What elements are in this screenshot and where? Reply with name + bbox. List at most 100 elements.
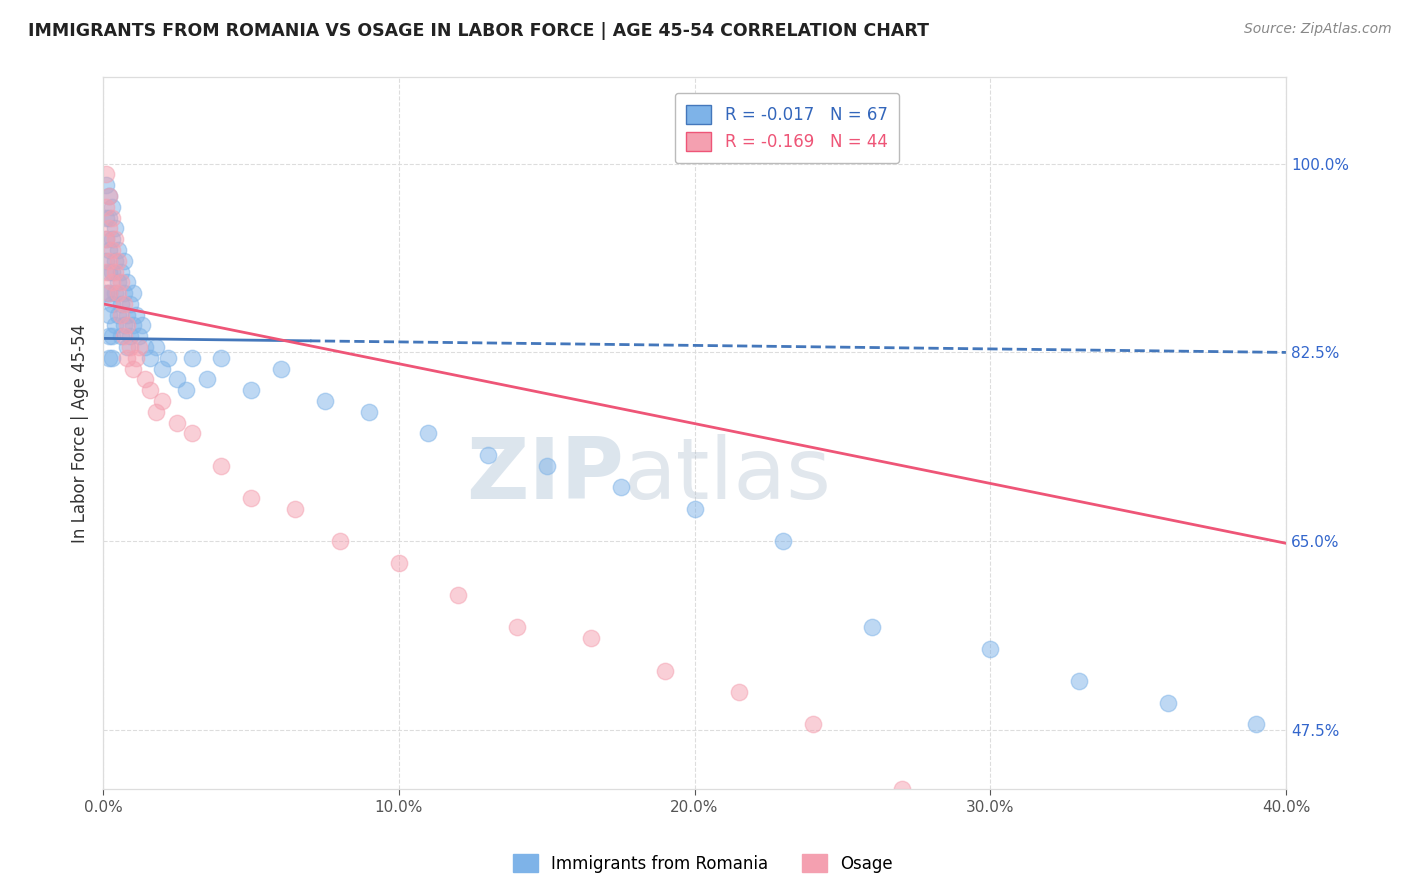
Point	[110, 308, 132, 322]
Point	[145, 405, 167, 419]
Point	[94, 286, 117, 301]
Point	[101, 232, 124, 246]
Point	[98, 329, 121, 343]
Point	[98, 308, 121, 322]
Point	[118, 340, 141, 354]
Point	[112, 253, 135, 268]
Point	[890, 782, 912, 797]
Point	[180, 351, 202, 365]
Point	[104, 286, 127, 301]
Point	[174, 383, 197, 397]
Point	[110, 264, 132, 278]
Point	[128, 329, 150, 343]
Point	[209, 351, 232, 365]
Text: IMMIGRANTS FROM ROMANIA VS OSAGE IN LABOR FORCE | AGE 45-54 CORRELATION CHART: IMMIGRANTS FROM ROMANIA VS OSAGE IN LABO…	[28, 22, 929, 40]
Point	[477, 448, 499, 462]
Point	[107, 243, 129, 257]
Point	[115, 340, 138, 354]
Point	[134, 372, 156, 386]
Point	[98, 286, 121, 301]
Point	[107, 276, 129, 290]
Point	[98, 189, 121, 203]
Point	[101, 276, 124, 290]
Point	[270, 361, 292, 376]
Point	[150, 361, 173, 376]
Point	[1067, 674, 1090, 689]
Point	[801, 717, 824, 731]
Point	[447, 588, 470, 602]
Point	[112, 286, 135, 301]
Point	[101, 329, 124, 343]
Point	[506, 620, 529, 634]
Point	[609, 480, 631, 494]
Point	[94, 168, 117, 182]
Point	[329, 534, 352, 549]
Point	[101, 211, 124, 225]
Point	[110, 329, 132, 343]
Point	[388, 556, 411, 570]
Point	[1008, 825, 1031, 839]
Point	[115, 318, 138, 333]
Point	[101, 297, 124, 311]
Point	[98, 264, 121, 278]
Point	[1156, 696, 1178, 710]
Point	[860, 620, 883, 634]
Point	[104, 221, 127, 235]
Text: ZIP: ZIP	[465, 434, 624, 517]
Point	[1246, 717, 1268, 731]
Point	[104, 253, 127, 268]
Point	[131, 318, 153, 333]
Point	[98, 221, 121, 235]
Y-axis label: In Labor Force | Age 45-54: In Labor Force | Age 45-54	[72, 324, 89, 543]
Point	[240, 383, 263, 397]
Point	[121, 286, 143, 301]
Point	[118, 329, 141, 343]
Point	[150, 393, 173, 408]
Point	[98, 351, 121, 365]
Point	[180, 426, 202, 441]
Point	[157, 351, 180, 365]
Point	[94, 232, 117, 246]
Point	[240, 491, 263, 505]
Point	[979, 642, 1001, 657]
Point	[134, 340, 156, 354]
Point	[536, 458, 558, 473]
Point	[104, 264, 127, 278]
Point	[124, 351, 146, 365]
Point	[104, 318, 127, 333]
Point	[94, 232, 117, 246]
Point	[115, 276, 138, 290]
Point	[94, 200, 117, 214]
Point	[101, 243, 124, 257]
Point	[98, 253, 121, 268]
Point	[128, 340, 150, 354]
Point	[314, 393, 336, 408]
Point	[195, 372, 218, 386]
Point	[94, 211, 117, 225]
Point	[94, 253, 117, 268]
Point	[124, 308, 146, 322]
Point	[101, 264, 124, 278]
Point	[145, 340, 167, 354]
Point	[112, 318, 135, 333]
Point	[98, 286, 121, 301]
Point	[110, 297, 132, 311]
Point	[101, 351, 124, 365]
Point	[98, 243, 121, 257]
Point	[94, 264, 117, 278]
Point	[107, 253, 129, 268]
Point	[166, 416, 188, 430]
Point	[112, 297, 135, 311]
Point	[772, 534, 794, 549]
Point	[115, 308, 138, 322]
Point	[107, 308, 129, 322]
Legend: Immigrants from Romania, Osage: Immigrants from Romania, Osage	[506, 847, 900, 880]
Point	[284, 501, 307, 516]
Text: Source: ZipAtlas.com: Source: ZipAtlas.com	[1244, 22, 1392, 37]
Point	[121, 318, 143, 333]
Point	[112, 329, 135, 343]
Point	[94, 178, 117, 193]
Point	[107, 286, 129, 301]
Legend: R = -0.017   N = 67, R = -0.169   N = 44: R = -0.017 N = 67, R = -0.169 N = 44	[675, 93, 898, 163]
Point	[728, 685, 751, 699]
